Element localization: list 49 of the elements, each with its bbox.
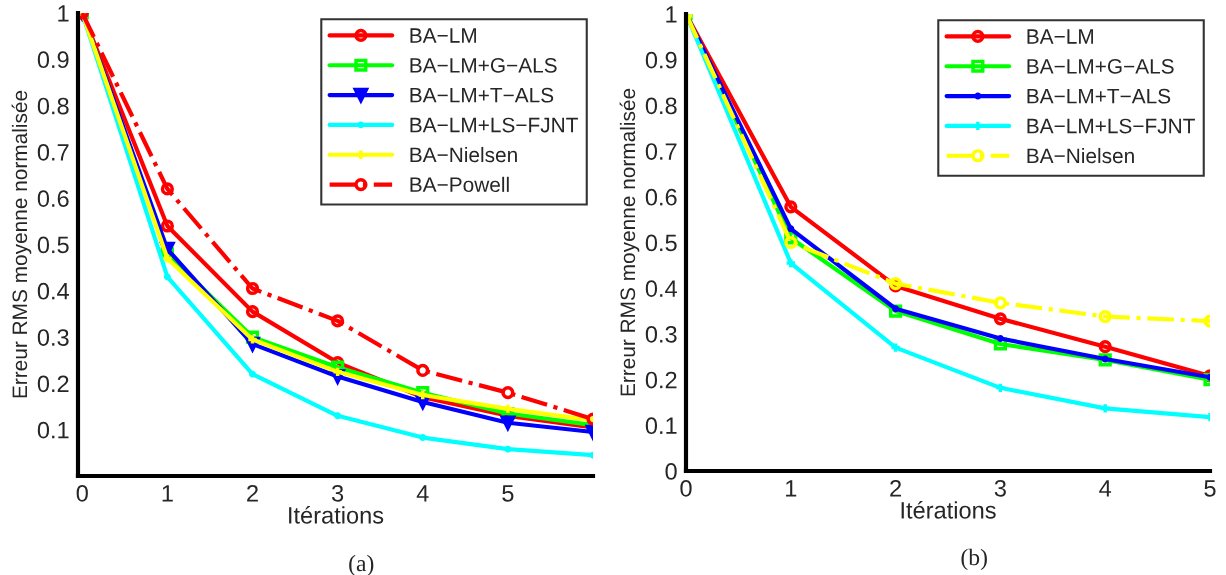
y-tick-label: 0.3	[37, 329, 69, 346]
x-tick-label: 4	[416, 485, 429, 502]
y-tick-label: 1	[666, 6, 677, 23]
legend-label: BA−LM+T−ALS	[410, 87, 554, 103]
legend-label: BA−LM+LS−FJNT	[1027, 118, 1195, 134]
y-tick-label: 0.6	[645, 188, 677, 206]
text: (b)	[961, 548, 987, 571]
x-tick-label: 0	[76, 484, 88, 502]
x-tick-label: 2	[247, 484, 258, 502]
y-tick-label: 0.5	[37, 236, 69, 254]
y-tick-label: 0.9	[645, 51, 677, 69]
legend-label: BA−LM	[1027, 29, 1093, 44]
legend-label: BA−LM+G−ALS	[410, 57, 557, 73]
x-tick-label: 4	[1099, 480, 1112, 497]
legend-label: BA−LM	[410, 28, 476, 43]
x-tick-label: 3	[994, 479, 1006, 497]
legend-label: BA−LM+G−ALS	[1027, 58, 1174, 74]
x-tick-label: 2	[890, 479, 901, 497]
legend-label: BA−LM+LS−FJNT	[410, 117, 578, 133]
y-tick-label: 0.6	[37, 190, 69, 207]
legend-label: BA−Powell	[410, 176, 509, 193]
y-tick-label: 0.7	[645, 143, 677, 160]
y-tick-label: 0.5	[645, 234, 677, 252]
x-tick-label: 5	[1204, 480, 1216, 497]
y-tick-label: 0	[665, 463, 677, 480]
y-tick-label: 0.1	[645, 417, 677, 435]
y-axis-title: Erreur RMS moyenne normalisée	[619, 88, 640, 396]
legend-label: BA−LM+T−ALS	[1027, 88, 1171, 104]
y-tick-label: 0.8	[645, 97, 677, 115]
x-tick-label: 0	[680, 479, 692, 497]
y-tick-label: 0.9	[37, 51, 69, 69]
y-tick-label: 0.3	[645, 325, 677, 343]
y-tick-label: 0.4	[645, 280, 677, 297]
legend-label: BA−Nielsen	[1027, 147, 1134, 164]
x-axis-title: Itérations	[289, 506, 384, 524]
y-tick-label: 0.2	[645, 371, 677, 389]
y-tick-label: 1	[58, 5, 69, 22]
legend-label: BA−Nielsen	[410, 146, 517, 163]
y-tick-label: 0.7	[37, 143, 69, 161]
y-tick-label: 0.2	[37, 375, 69, 393]
x-axis-title: Itérations	[901, 501, 996, 519]
x-tick-label: 1	[162, 485, 173, 502]
x-tick-label: 1	[786, 480, 797, 497]
y-tick-label: 0.1	[37, 421, 69, 439]
x-tick-label: 5	[502, 485, 514, 502]
x-tick-label: 3	[331, 484, 344, 502]
y-tick-label: 0.8	[37, 97, 69, 115]
y-axis-title: Erreur RMS moyenne normalisée	[11, 90, 32, 398]
y-tick-label: 0.4	[37, 282, 69, 300]
